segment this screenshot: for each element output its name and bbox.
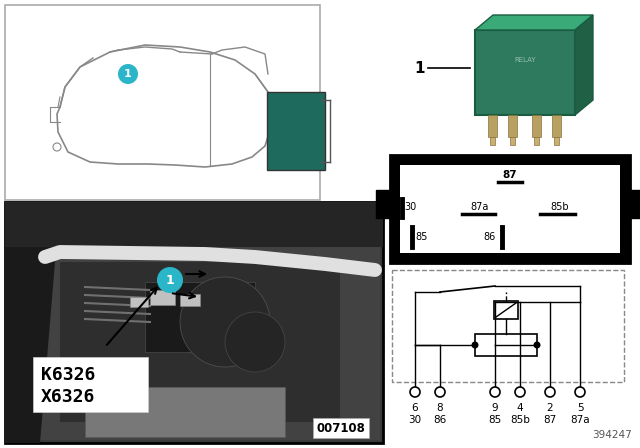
Polygon shape — [575, 15, 593, 115]
Bar — [534, 137, 539, 145]
Circle shape — [410, 387, 420, 397]
Text: 8: 8 — [436, 403, 444, 413]
Bar — [630, 190, 640, 218]
Circle shape — [157, 267, 183, 293]
Bar — [475, 30, 575, 115]
Bar — [392, 270, 624, 382]
Bar — [508, 115, 517, 137]
Text: 87a: 87a — [570, 415, 590, 425]
Bar — [494, 301, 518, 319]
Polygon shape — [5, 202, 60, 443]
Text: 1: 1 — [124, 69, 132, 79]
Bar — [5, 202, 383, 443]
Bar — [145, 282, 255, 352]
Bar — [5, 5, 320, 200]
Circle shape — [545, 387, 555, 397]
Text: 007108: 007108 — [316, 422, 365, 435]
Circle shape — [575, 387, 585, 397]
Text: RELAY: RELAY — [514, 57, 536, 63]
Bar — [130, 297, 148, 307]
Bar — [552, 115, 561, 137]
Text: 87: 87 — [502, 170, 517, 180]
Text: 1: 1 — [415, 60, 425, 76]
Text: 1: 1 — [166, 273, 174, 287]
Text: K6326: K6326 — [41, 366, 95, 384]
Text: 9: 9 — [492, 403, 499, 413]
Bar — [267, 92, 325, 170]
Text: X6326: X6326 — [41, 388, 95, 406]
Text: 30: 30 — [404, 202, 416, 212]
Text: 6: 6 — [412, 403, 419, 413]
Text: 87a: 87a — [471, 202, 489, 212]
Bar — [400, 165, 620, 253]
Circle shape — [118, 64, 138, 84]
Bar — [390, 155, 630, 263]
Text: 394247: 394247 — [592, 430, 632, 440]
Bar — [5, 202, 383, 247]
Circle shape — [53, 143, 61, 151]
Circle shape — [490, 387, 500, 397]
Text: 30: 30 — [408, 415, 422, 425]
Text: 87: 87 — [543, 415, 557, 425]
Bar — [150, 290, 175, 305]
Text: 5: 5 — [577, 403, 583, 413]
Bar — [8, 205, 380, 440]
Circle shape — [515, 387, 525, 397]
Text: 86: 86 — [484, 232, 496, 242]
Polygon shape — [475, 15, 593, 30]
Text: 85: 85 — [488, 415, 502, 425]
Circle shape — [225, 312, 285, 372]
Text: 85b: 85b — [550, 202, 570, 212]
Bar — [376, 190, 390, 218]
Circle shape — [472, 341, 479, 349]
Bar — [490, 137, 495, 145]
Bar — [488, 115, 497, 137]
Circle shape — [435, 387, 445, 397]
Bar — [180, 294, 200, 306]
Bar — [510, 137, 515, 145]
Bar — [532, 115, 541, 137]
Circle shape — [534, 341, 541, 349]
Bar — [33, 357, 148, 412]
Text: 86: 86 — [433, 415, 447, 425]
Text: 85: 85 — [416, 232, 428, 242]
Text: 4: 4 — [516, 403, 524, 413]
Text: 2: 2 — [547, 403, 554, 413]
Bar — [554, 137, 559, 145]
Bar — [60, 262, 340, 422]
Bar — [85, 387, 285, 437]
Text: 85b: 85b — [510, 415, 530, 425]
Bar — [475, 334, 537, 356]
Circle shape — [180, 277, 270, 367]
